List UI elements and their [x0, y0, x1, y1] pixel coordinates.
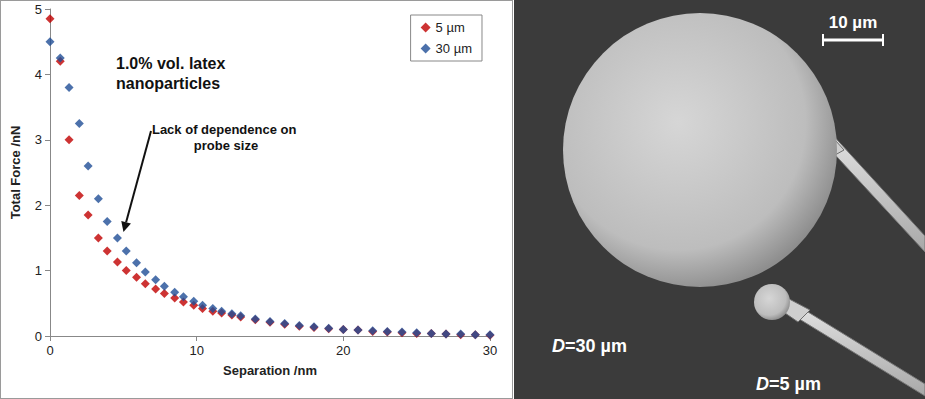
svg-text:5: 5 — [35, 2, 42, 17]
svg-text:4: 4 — [35, 67, 42, 82]
svg-text:D=5 µm: D=5 µm — [756, 374, 821, 394]
svg-text:Separation /nm: Separation /nm — [223, 363, 317, 378]
svg-text:nanoparticles: nanoparticles — [116, 75, 220, 92]
svg-text:5 µm: 5 µm — [436, 20, 465, 35]
svg-text:10 µm: 10 µm — [829, 13, 878, 32]
svg-text:20: 20 — [336, 343, 350, 358]
svg-text:0: 0 — [35, 329, 42, 344]
svg-text:30: 30 — [483, 343, 497, 358]
svg-text:Total Force /nN: Total Force /nN — [8, 126, 23, 220]
svg-text:probe size: probe size — [194, 138, 258, 153]
svg-text:1.0% vol. latex: 1.0% vol. latex — [116, 55, 230, 72]
svg-text:3: 3 — [35, 132, 42, 147]
svg-text:D=30 µm: D=30 µm — [552, 336, 627, 356]
svg-text:10: 10 — [189, 343, 203, 358]
svg-text:2: 2 — [35, 198, 42, 213]
svg-text:30 µm: 30 µm — [436, 41, 472, 56]
svg-text:1: 1 — [35, 263, 42, 278]
svg-text:Lack of dependence on: Lack of dependence on — [152, 122, 300, 137]
svg-text:0: 0 — [46, 343, 53, 358]
